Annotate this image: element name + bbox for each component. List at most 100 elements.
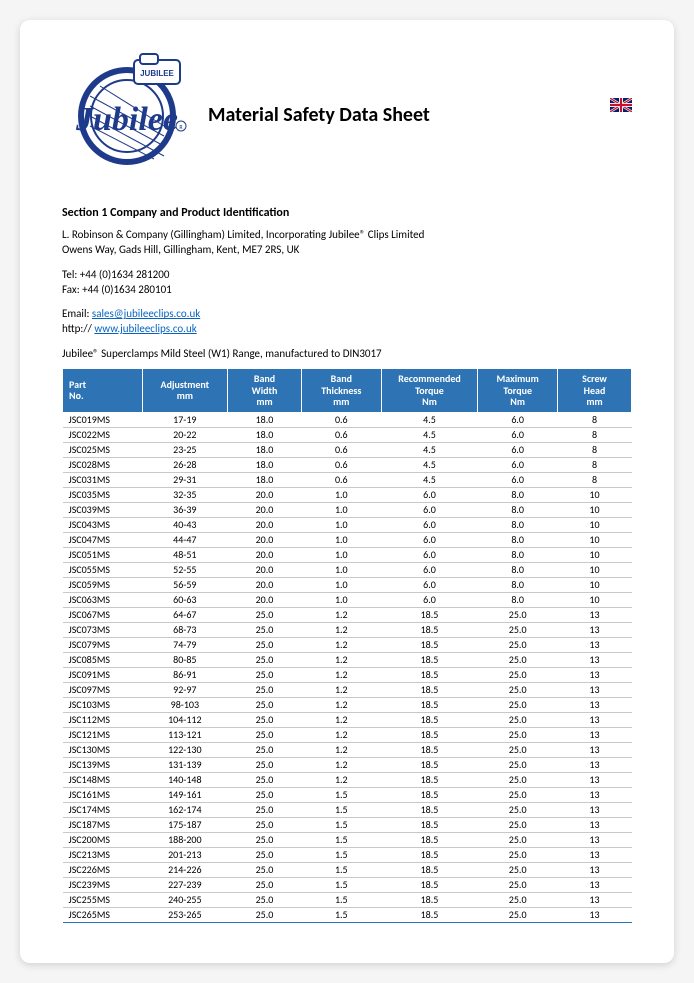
table-cell: JSC079MS bbox=[63, 637, 143, 652]
table-cell: 1.0 bbox=[301, 577, 381, 592]
table-cell: 6.0 bbox=[381, 487, 478, 502]
table-row: JSC121MS113-12125.01.218.525.013 bbox=[63, 727, 632, 742]
email-link[interactable]: sales@jubileeclips.co.uk bbox=[92, 307, 200, 320]
table-cell: 25.0 bbox=[228, 712, 302, 727]
product-range-line: Jubilee® Superclamps Mild Steel (W1) Ran… bbox=[62, 347, 632, 360]
table-cell: 1.2 bbox=[301, 772, 381, 787]
table-cell: 140-148 bbox=[142, 772, 227, 787]
table-cell: 8 bbox=[558, 412, 632, 427]
table-cell: 25.0 bbox=[228, 892, 302, 907]
table-cell: 1.2 bbox=[301, 622, 381, 637]
table-cell: 18.5 bbox=[381, 817, 478, 832]
spec-table: PartNo.AdjustmentmmBandWidthmmBandThickn… bbox=[62, 368, 632, 923]
table-cell: 253-265 bbox=[142, 907, 227, 922]
table-cell: 18.5 bbox=[381, 862, 478, 877]
table-cell: 25.0 bbox=[228, 817, 302, 832]
table-row: JSC174MS162-17425.01.518.525.013 bbox=[63, 802, 632, 817]
table-cell: JSC051MS bbox=[63, 547, 143, 562]
table-cell: 86-91 bbox=[142, 667, 227, 682]
table-cell: 6.0 bbox=[381, 517, 478, 532]
table-cell: 25.0 bbox=[478, 892, 558, 907]
column-header: ScrewHeadmm bbox=[558, 369, 632, 413]
table-row: JSC022MS20-2218.00.64.56.08 bbox=[63, 427, 632, 442]
table-cell: 32-35 bbox=[142, 487, 227, 502]
fax-line: Fax: +44 (0)1634 280101 bbox=[62, 283, 172, 296]
table-cell: JSC063MS bbox=[63, 592, 143, 607]
table-cell: 104-112 bbox=[142, 712, 227, 727]
table-row: JSC085MS80-8525.01.218.525.013 bbox=[63, 652, 632, 667]
table-row: JSC265MS253-26525.01.518.525.013 bbox=[63, 907, 632, 922]
table-cell: JSC174MS bbox=[63, 802, 143, 817]
table-cell: 25.0 bbox=[478, 772, 558, 787]
table-cell: 13 bbox=[558, 712, 632, 727]
table-cell: JSC213MS bbox=[63, 847, 143, 862]
table-cell: 68-73 bbox=[142, 622, 227, 637]
table-cell: 6.0 bbox=[381, 547, 478, 562]
table-row: JSC091MS86-9125.01.218.525.013 bbox=[63, 667, 632, 682]
table-row: JSC051MS48-5120.01.06.08.010 bbox=[63, 547, 632, 562]
column-header: PartNo. bbox=[63, 369, 143, 413]
table-cell: 25.0 bbox=[228, 622, 302, 637]
table-cell: 18.0 bbox=[228, 442, 302, 457]
table-cell: 18.5 bbox=[381, 607, 478, 622]
table-cell: 98-103 bbox=[142, 697, 227, 712]
table-cell: 1.2 bbox=[301, 742, 381, 757]
table-cell: 13 bbox=[558, 847, 632, 862]
table-cell: 13 bbox=[558, 727, 632, 742]
table-cell: 18.5 bbox=[381, 907, 478, 922]
table-cell: JSC187MS bbox=[63, 817, 143, 832]
table-cell: 25.0 bbox=[478, 682, 558, 697]
table-cell: 52-55 bbox=[142, 562, 227, 577]
table-cell: 240-255 bbox=[142, 892, 227, 907]
column-header: BandWidthmm bbox=[228, 369, 302, 413]
table-cell: 10 bbox=[558, 502, 632, 517]
table-cell: 0.6 bbox=[301, 442, 381, 457]
table-cell: 25.0 bbox=[478, 697, 558, 712]
table-cell: 25.0 bbox=[478, 757, 558, 772]
table-cell: 25.0 bbox=[478, 637, 558, 652]
table-cell: 1.2 bbox=[301, 727, 381, 742]
table-cell: 1.5 bbox=[301, 847, 381, 862]
table-cell: 92-97 bbox=[142, 682, 227, 697]
table-cell: 25.0 bbox=[228, 787, 302, 802]
table-cell: 25.0 bbox=[478, 667, 558, 682]
table-cell: 4.5 bbox=[381, 427, 478, 442]
table-cell: 13 bbox=[558, 697, 632, 712]
table-cell: 29-31 bbox=[142, 472, 227, 487]
table-cell: 48-51 bbox=[142, 547, 227, 562]
table-cell: 1.0 bbox=[301, 532, 381, 547]
http-label: http:// bbox=[62, 322, 94, 335]
table-cell: 25.0 bbox=[478, 832, 558, 847]
table-row: JSC031MS29-3118.00.64.56.08 bbox=[63, 472, 632, 487]
table-cell: JSC055MS bbox=[63, 562, 143, 577]
table-cell: JSC047MS bbox=[63, 532, 143, 547]
table-cell: 13 bbox=[558, 877, 632, 892]
column-header: RecommendedTorqueNm bbox=[381, 369, 478, 413]
table-cell: 25.0 bbox=[478, 607, 558, 622]
table-cell: JSC265MS bbox=[63, 907, 143, 922]
table-cell: 6.0 bbox=[381, 592, 478, 607]
table-cell: 1.2 bbox=[301, 652, 381, 667]
table-cell: 25.0 bbox=[228, 637, 302, 652]
table-cell: 8.0 bbox=[478, 517, 558, 532]
table-row: JSC067MS64-6725.01.218.525.013 bbox=[63, 607, 632, 622]
table-cell: 20.0 bbox=[228, 562, 302, 577]
table-cell: 1.2 bbox=[301, 757, 381, 772]
svg-text:JUBILEE: JUBILEE bbox=[140, 69, 174, 78]
table-row: JSC112MS104-11225.01.218.525.013 bbox=[63, 712, 632, 727]
table-cell: JSC255MS bbox=[63, 892, 143, 907]
table-cell: 20.0 bbox=[228, 502, 302, 517]
table-row: JSC103MS98-10325.01.218.525.013 bbox=[63, 697, 632, 712]
table-row: JSC213MS201-21325.01.518.525.013 bbox=[63, 847, 632, 862]
table-header: PartNo.AdjustmentmmBandWidthmmBandThickn… bbox=[63, 369, 632, 413]
table-cell: 162-174 bbox=[142, 802, 227, 817]
table-cell: 149-161 bbox=[142, 787, 227, 802]
table-cell: 25.0 bbox=[478, 727, 558, 742]
table-cell: 18.5 bbox=[381, 652, 478, 667]
table-cell: 1.5 bbox=[301, 892, 381, 907]
table-cell: JSC112MS bbox=[63, 712, 143, 727]
table-cell: 13 bbox=[558, 832, 632, 847]
table-cell: 201-213 bbox=[142, 847, 227, 862]
table-cell: 1.2 bbox=[301, 682, 381, 697]
website-link[interactable]: www.jubileeclips.co.uk bbox=[94, 322, 196, 335]
